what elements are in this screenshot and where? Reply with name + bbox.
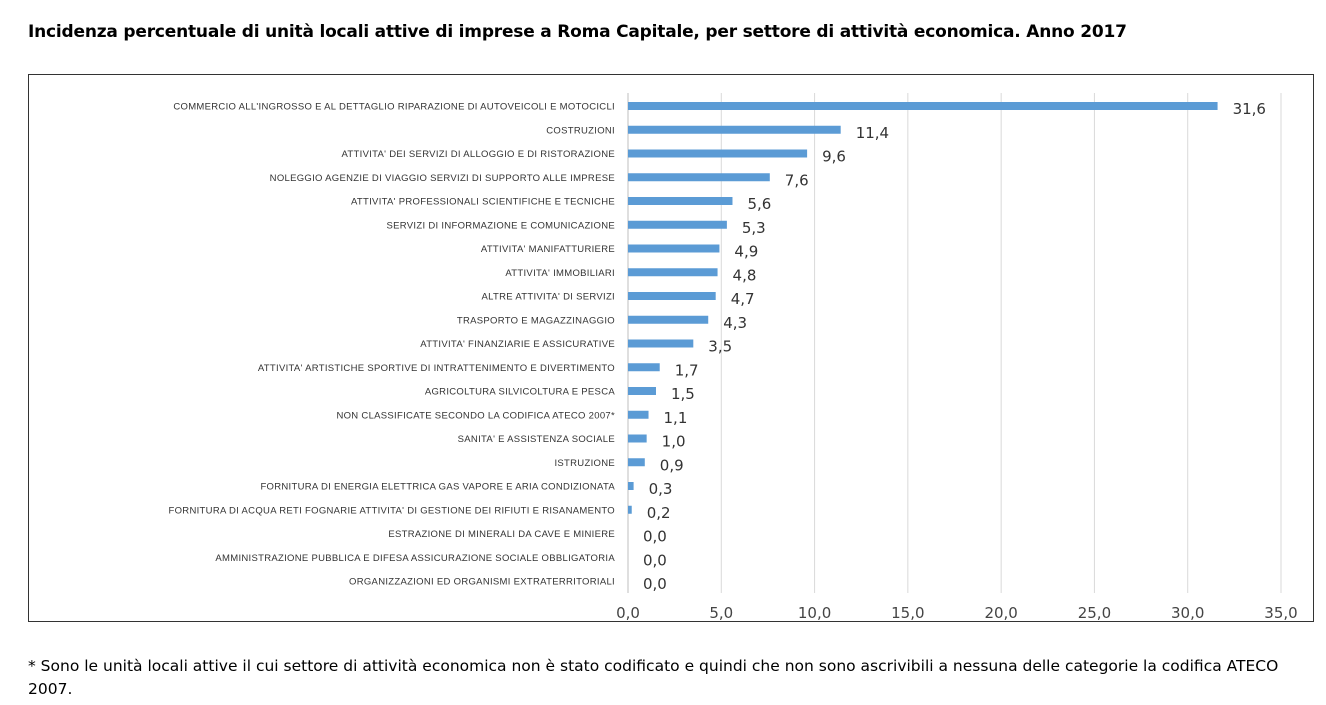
- category-label: ATTIVITA' DEI SERVIZI DI ALLOGGIO E DI R…: [342, 149, 616, 160]
- data-label: 5,3: [742, 219, 766, 237]
- category-label: FORNITURA DI ACQUA RETI FOGNARIE ATTIVIT…: [169, 505, 616, 516]
- bar: [628, 292, 716, 300]
- category-label: ORGANIZZAZIONI ED ORGANISMI EXTRATERRITO…: [349, 577, 615, 588]
- category-label: COSTRUZIONI: [546, 125, 615, 136]
- data-label: 1,7: [675, 361, 699, 379]
- data-label: 9,6: [822, 148, 846, 166]
- category-label: NOLEGGIO AGENZIE DI VIAGGIO SERVIZI DI S…: [270, 173, 615, 184]
- category-label: NON CLASSIFICATE SECONDO LA CODIFICA ATE…: [336, 410, 615, 421]
- bar: [628, 268, 718, 277]
- bar: [628, 125, 841, 134]
- bar: [628, 197, 733, 205]
- bar: [628, 363, 660, 372]
- data-label: 0,0: [643, 551, 667, 569]
- footnote: * Sono le unità locali attive il cui set…: [28, 657, 1279, 698]
- bar: [628, 458, 645, 467]
- bar: [628, 173, 770, 182]
- bar: [628, 410, 649, 419]
- x-tick-label: 30,0: [1171, 604, 1204, 622]
- category-label: COMMERCIO ALL'INGROSSO E AL DETTAGLIO RI…: [173, 102, 615, 113]
- data-label: 0,9: [660, 456, 684, 474]
- bar: [628, 149, 808, 158]
- data-label: 4,9: [734, 243, 758, 261]
- category-label: ATTIVITA' PROFESSIONALI SCIENTIFICHE E T…: [351, 197, 615, 208]
- bar: [628, 434, 647, 443]
- data-label: 1,1: [664, 409, 688, 427]
- bar: [628, 505, 632, 514]
- data-label: 1,0: [662, 433, 686, 451]
- data-label: 0,0: [643, 528, 667, 546]
- category-label: ATTIVITA' ARTISTICHE SPORTIVE DI INTRATT…: [258, 363, 615, 374]
- data-label: 31,6: [1233, 100, 1266, 118]
- data-label: 5,6: [747, 195, 771, 213]
- data-label: 0,2: [647, 504, 671, 522]
- x-tick-label: 15,0: [891, 604, 924, 622]
- bar: [628, 387, 656, 395]
- x-tick-label: 25,0: [1078, 604, 1111, 622]
- category-label: ISTRUZIONE: [554, 458, 615, 469]
- data-label: 4,8: [733, 266, 757, 284]
- data-label: 3,5: [708, 338, 732, 356]
- x-tick-label: 5,0: [709, 604, 733, 622]
- category-label: SERVIZI DI INFORMAZIONE E COMUNICAZIONE: [387, 220, 615, 231]
- bar-chart: 0,0 5,0 10,0 15,0 20,0 25,0 30,0 35,0 COMMERCIO …: [169, 93, 1298, 622]
- bar: [628, 220, 727, 229]
- data-label: 0,0: [643, 575, 667, 593]
- data-label: 7,6: [785, 171, 809, 189]
- bar: [628, 482, 634, 490]
- bar: [628, 244, 720, 253]
- category-label: AGRICOLTURA SILVICOLTURA E PESCA: [425, 387, 616, 398]
- bar: [628, 339, 694, 348]
- x-tick-label: 10,0: [798, 604, 831, 622]
- category-label: ALTRE ATTIVITA' DI SERVIZI: [482, 292, 616, 303]
- bar: [628, 315, 709, 324]
- category-label: ATTIVITA' MANIFATTURIERE: [481, 244, 615, 255]
- x-tick-label: 20,0: [984, 604, 1017, 622]
- chart-frame: [28, 74, 1314, 622]
- category-label: SANITA' E ASSISTENZA SOCIALE: [458, 434, 615, 445]
- data-label: 11,4: [856, 124, 889, 142]
- data-label: 4,3: [723, 314, 747, 332]
- category-label: AMMINISTRAZIONE PUBBLICA E DIFESA ASSICU…: [215, 553, 615, 564]
- x-tick-label: 35,0: [1264, 604, 1297, 622]
- x-tick-label: 0,0: [616, 604, 640, 622]
- category-label: FORNITURA DI ENERGIA ELETTRICA GAS VAPOR…: [260, 482, 615, 493]
- category-label: TRASPORTO E MAGAZZINAGGIO: [457, 315, 615, 326]
- data-label: 1,5: [671, 385, 695, 403]
- data-label: 0,3: [649, 480, 673, 498]
- category-label: ATTIVITA' IMMOBILIARI: [505, 268, 615, 279]
- bar: [628, 102, 1218, 110]
- category-label: ESTRAZIONE DI MINERALI DA CAVE E MINIERE: [388, 529, 615, 540]
- data-label: 4,7: [731, 290, 755, 308]
- category-label: ATTIVITA' FINANZIARIE E ASSICURATIVE: [420, 339, 615, 350]
- chart-title: Incidenza percentuale di unità locali at…: [28, 22, 1127, 42]
